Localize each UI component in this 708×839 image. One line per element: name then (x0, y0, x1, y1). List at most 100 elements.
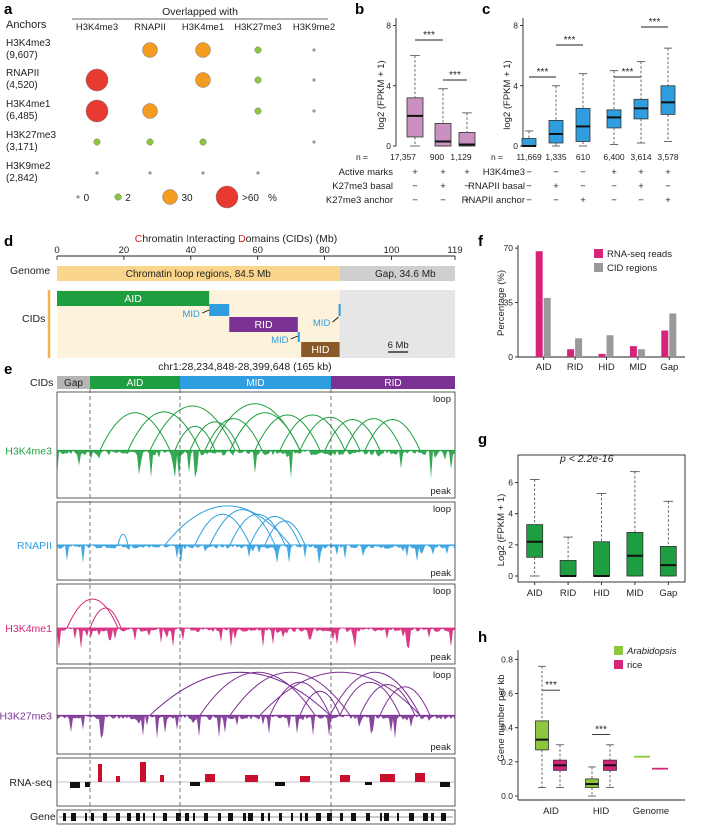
overlap-dot-3-1 (146, 138, 154, 146)
c-n-value-3: 6,400 (603, 152, 625, 162)
legend-label-2: 30 (182, 193, 194, 204)
loop-arc-1-6 (264, 520, 306, 546)
track-loop-label-3: loop (433, 670, 451, 681)
f-bar-mid-1 (637, 349, 645, 357)
rnaseq-peak-1 (140, 762, 146, 782)
gene-block-7 (136, 813, 140, 821)
gene-block-18 (248, 813, 253, 821)
c-n-value-1: 1,335 (545, 152, 567, 162)
gene-block-8 (143, 813, 145, 821)
c-sign-1-2: − (580, 181, 586, 192)
overlap-dot-1-4 (312, 78, 316, 82)
gene-block-13 (193, 813, 195, 821)
row-count-h3k27me3: (3,171) (6, 142, 38, 153)
c-sign-1-1: + (553, 181, 559, 192)
loop-arc-0-1 (127, 411, 201, 451)
cid-gap-background (339, 290, 455, 358)
g-xtick-label-0: AID (527, 588, 543, 599)
cid-segment-aid (90, 376, 180, 389)
b-row-label-2: K27me3 anchor (326, 195, 393, 206)
b-ytick-label-2: 8 (386, 21, 391, 31)
rnaseq-peak-4 (205, 774, 215, 782)
b-box-1-box (434, 123, 452, 147)
loop-arc-3-9 (269, 682, 331, 716)
panel-e: e chr1:28,234,848-28,399,648 (165 kb) CI… (0, 361, 456, 825)
panel-d: d Chromatin Interacting Domains (CIDs) (… (4, 233, 463, 358)
f-legend-label-0: RNA-seq reads (607, 249, 672, 260)
gene-block-27 (340, 813, 343, 821)
f-ytick-label-1: 35 (504, 298, 514, 308)
overlap-label: Overlapped with (162, 6, 238, 18)
cid-segment-label-gap: Gap (64, 378, 83, 389)
loop-arc-0-0 (99, 412, 171, 451)
loop-arc-1-0 (117, 533, 129, 546)
b-sign-0-1: + (440, 167, 446, 178)
legend-unit: % (268, 193, 277, 204)
loop-arc-3-1 (199, 671, 316, 716)
c-ytick-label-2: 8 (513, 21, 518, 31)
loop-arc-3-6 (359, 684, 416, 716)
g-ytick-label-2: 4 (508, 509, 513, 519)
h-sig-label-0: *** (545, 680, 557, 691)
overlap-dot-0-3 (254, 46, 262, 54)
c-n-value-4: 3,614 (630, 152, 652, 162)
g-xtick-label-1: RID (560, 588, 577, 599)
legend-dot-3 (215, 185, 239, 209)
b-n-label: n = (356, 152, 368, 162)
panel-c-ylabel: log2 (FPKM + 1) (502, 60, 513, 129)
panel-e-letter: e (4, 361, 12, 378)
track-name-h3k27me3: H3K27me3 (0, 710, 52, 722)
panel-a-letter: a (4, 1, 13, 18)
b-sign-2-0: − (412, 195, 418, 206)
aid-label: AID (124, 293, 142, 305)
c-sign-2-3: − (611, 195, 617, 206)
c-sign-0-2: − (580, 167, 586, 178)
loop-arc-0-7 (279, 414, 346, 451)
rnaseq-neg-3 (275, 782, 285, 786)
track-loop-label-1: loop (433, 504, 451, 515)
loop-arc-0-8 (299, 417, 361, 451)
cids-label: CIDs (22, 313, 45, 325)
c-sign-2-4: − (638, 195, 644, 206)
h-legend-label-0: Arabidopsis (626, 646, 677, 657)
c-box-1-box (548, 120, 564, 144)
c-sign-1-3: − (611, 181, 617, 192)
panel-h: h Gene number per kb 0.0 0.2 0.4 0.6 0.8 AID H… (478, 629, 685, 817)
gene-block-22 (291, 813, 293, 821)
h-ytick-label-1: 0.2 (501, 757, 513, 767)
row-name-h3k9me2: H3K9me2 (6, 161, 51, 172)
mid-arrow-1 (201, 309, 210, 314)
c-sign-2-5: + (665, 195, 671, 206)
d-axis-tick-label-1: 20 (119, 245, 130, 256)
rnaseq-neg-0 (70, 782, 80, 788)
loop-arc-0-3 (174, 425, 216, 451)
f-legend-label-1: CID regions (607, 263, 657, 274)
gene-block-10 (163, 813, 167, 821)
overlap-dot-2-4 (312, 109, 316, 113)
b-sig-label-1: *** (449, 70, 461, 81)
d-axis-tick-label-6: 119 (447, 245, 462, 256)
c-sign-0-3: + (611, 167, 617, 178)
gene-block-25 (316, 813, 321, 821)
track-peak-label-3: peak (430, 742, 451, 753)
c-sign-1-5: − (665, 181, 671, 192)
f-ytick-label-0: 0 (508, 352, 513, 362)
c-n-value-0: 11,669 (516, 152, 542, 162)
cid-segment-mid (180, 376, 331, 389)
loop-arc-3-0 (149, 671, 331, 716)
loop-arc-1-3 (209, 509, 276, 546)
panel-g: g Log2 (FPKM + 1) p < 2.2e-16 0 2 4 6 AID RID… (478, 431, 686, 599)
d-axis-tick-label-0: 0 (54, 245, 59, 256)
row-count-rnapii: (4,520) (6, 80, 38, 91)
c-box-3-box (606, 109, 622, 129)
gene-block-16 (228, 813, 233, 821)
panel-a: a Anchors Overlapped with H3K4me3 RNAPII H… (4, 1, 335, 209)
rnaseq-peak-0 (98, 764, 102, 782)
h-box-aid-0-box (535, 720, 549, 751)
rnaseq-neg-1 (85, 782, 90, 787)
f-xtick-label-3: MID (629, 362, 647, 373)
c-sig-label-1: *** (564, 35, 576, 46)
gene-block-5 (116, 813, 120, 821)
legend-dot-2 (162, 189, 178, 205)
